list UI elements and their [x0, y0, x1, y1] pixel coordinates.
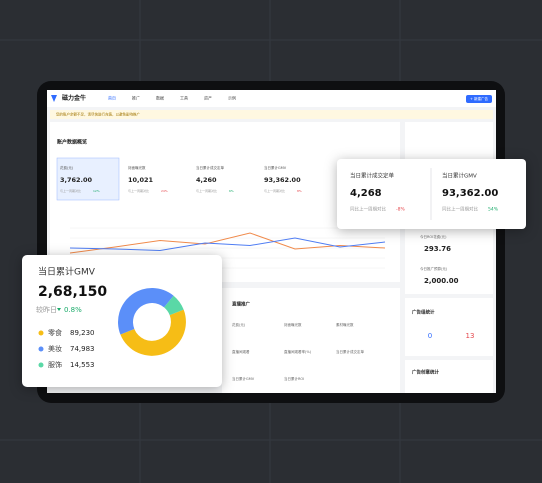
field-label: 素材曝光数 — [336, 322, 354, 327]
card-label: 封面曝光数 — [128, 165, 146, 170]
card-title: 当日累计GMV — [38, 266, 96, 278]
card-value: 3,762.00 — [60, 176, 93, 184]
brand: 磁力金牛 — [62, 94, 86, 102]
side-value: 2,000.00 — [424, 277, 459, 285]
field-label: 当日累计ROI — [284, 376, 304, 381]
change: 0.8% — [64, 306, 82, 314]
card-label: 花费(元) — [60, 165, 74, 170]
card-active[interactable] — [56, 157, 120, 201]
card-compare: 与上一周期对比 — [264, 188, 285, 193]
count: 13 — [466, 332, 475, 340]
side-label: 今日推广预算(元) — [420, 266, 448, 271]
card-compare: 与上一周期对比 — [128, 188, 149, 193]
compare-label: 较昨日 — [36, 305, 57, 314]
field-label: 当日累计成交定单 — [336, 349, 364, 354]
field-label: 当日累计GMV — [232, 376, 255, 381]
creative-panel — [405, 360, 493, 393]
card-compare: 与上一周期对比 — [60, 188, 81, 193]
card-label: 当日累计成交定单 — [196, 165, 224, 170]
card-change: 24% — [161, 189, 168, 193]
section-title: 广告创意统计 — [412, 369, 439, 376]
legend-name: 服饰 — [48, 360, 62, 369]
button-label: + 新建广告 — [470, 96, 489, 101]
popup-change: 54% — [488, 207, 499, 213]
nav-item[interactable]: 数据 — [156, 95, 164, 101]
card-value: 4,260 — [196, 176, 217, 184]
logo — [51, 95, 57, 102]
notice: 您的账户余额不足，请尽快进行充值，以避免影响推广 — [56, 112, 140, 117]
donut-segment — [118, 288, 174, 335]
card-value: 93,362.00 — [264, 176, 301, 184]
popup-value: 93,362.00 — [442, 188, 498, 199]
trend-line — [69, 232, 386, 254]
field-label: 封面曝光数 — [284, 322, 302, 327]
donut-segment — [164, 295, 184, 316]
field-label: 花费(元) — [232, 322, 246, 327]
popup-title: 当日累计GMV — [442, 172, 477, 180]
legend-dot — [38, 362, 44, 368]
nav-item[interactable]: 推广 — [132, 95, 140, 101]
top-nav — [47, 90, 496, 107]
card-compare: 与上一周期对比 — [196, 188, 217, 193]
nav-item[interactable]: 首页 — [108, 95, 116, 101]
down-arrow — [57, 308, 61, 311]
nav-item[interactable]: 示例 — [228, 95, 236, 101]
popup-compare: 同比上一周期对比 — [350, 206, 386, 213]
card-value: 2,68,150 — [38, 284, 107, 300]
ad-group-panel — [405, 298, 493, 356]
field-label: 直播间观看 — [232, 349, 250, 354]
card-change: 8% — [297, 189, 302, 193]
popup-title: 当日累计成交定单 — [350, 172, 395, 180]
card-change: 6% — [229, 189, 234, 193]
trend-line — [69, 237, 386, 252]
side-label: 今日ROI花费(元) — [420, 234, 447, 239]
card-value: 10,021 — [128, 176, 154, 184]
popup-value: 4,268 — [350, 188, 382, 199]
legend-dot — [38, 346, 44, 352]
donut-segment — [120, 309, 186, 356]
legend-name: 零食 — [48, 328, 62, 337]
side-value: 293.76 — [424, 245, 451, 253]
field-label: 直播间观看率(%) — [284, 349, 312, 354]
new-ad-button[interactable] — [466, 95, 492, 103]
popup-change: -8% — [396, 207, 405, 213]
legend-dot — [38, 330, 44, 336]
section-title: 广告组统计 — [412, 309, 435, 316]
card-change: 12% — [93, 189, 100, 193]
popup-compare: 同比上一周期对比 — [442, 206, 478, 213]
card-label: 当日累计GMV — [264, 165, 287, 170]
nav-item[interactable]: 工具 — [180, 95, 188, 101]
live-panel — [222, 288, 400, 393]
nav-item[interactable]: 资产 — [204, 95, 212, 101]
legend-value: 74,983 — [70, 345, 95, 353]
legend-name: 美妆 — [48, 344, 62, 353]
count: 0 — [428, 332, 432, 340]
notice-bar — [50, 110, 493, 119]
legend-value: 89,230 — [70, 329, 95, 337]
section-title: 直播推广 — [232, 301, 250, 308]
legend-value: 14,553 — [70, 361, 95, 369]
section-title: 账户数据概览 — [57, 139, 87, 146]
